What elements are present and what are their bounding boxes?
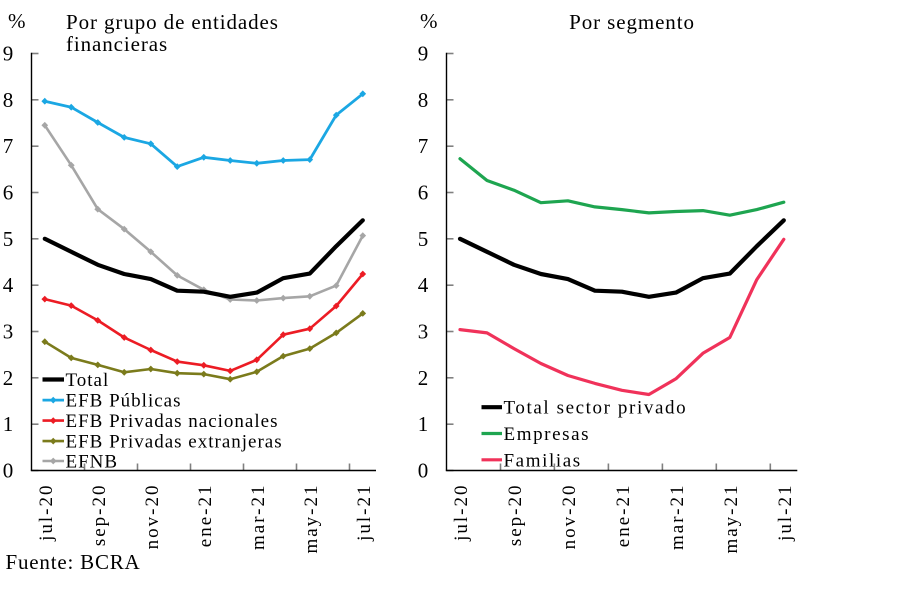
svg-text:1: 1 [3, 412, 14, 436]
svg-text:mar-21: mar-21 [248, 484, 269, 551]
svg-text:Total: Total [66, 370, 110, 391]
svg-text:7: 7 [418, 134, 429, 158]
svg-text:sep-20: sep-20 [505, 484, 526, 547]
svg-text:may-21: may-21 [301, 484, 322, 554]
svg-text:Por segmento: Por segmento [569, 10, 695, 34]
svg-text:4: 4 [3, 273, 14, 297]
svg-text:Empresas: Empresas [504, 424, 591, 445]
svg-text:EFB Privadas extranjeras: EFB Privadas extranjeras [66, 432, 283, 453]
svg-text:%: % [420, 9, 438, 33]
svg-text:2: 2 [3, 366, 14, 390]
svg-text:3: 3 [418, 320, 429, 344]
svg-text:9: 9 [418, 42, 429, 66]
svg-text:Por grupo de entidades: Por grupo de entidades [66, 10, 279, 34]
svg-text:8: 8 [418, 88, 429, 112]
svg-text:ene-21: ene-21 [613, 484, 634, 548]
svg-text:9: 9 [3, 42, 14, 66]
svg-text:7: 7 [3, 134, 14, 158]
svg-text:EFB Privadas nacionales: EFB Privadas nacionales [66, 411, 279, 432]
svg-text:%: % [8, 9, 26, 33]
svg-text:Total sector privado: Total sector privado [504, 398, 688, 419]
svg-text:EFB Públicas: EFB Públicas [66, 391, 182, 412]
svg-text:4: 4 [418, 273, 429, 297]
svg-text:5: 5 [3, 227, 14, 251]
svg-text:ene-21: ene-21 [195, 484, 216, 548]
svg-text:jul-21: jul-21 [775, 484, 796, 542]
svg-text:5: 5 [418, 227, 429, 251]
svg-text:nov-20: nov-20 [142, 484, 163, 550]
svg-text:may-21: may-21 [721, 484, 742, 554]
svg-text:mar-21: mar-21 [667, 484, 688, 551]
svg-text:Familias: Familias [504, 450, 582, 471]
svg-text:6: 6 [3, 181, 14, 205]
svg-text:jul-20: jul-20 [36, 484, 57, 542]
svg-text:2: 2 [418, 366, 429, 390]
svg-text:nov-20: nov-20 [559, 484, 580, 550]
svg-text:8: 8 [3, 88, 14, 112]
svg-text:1: 1 [418, 412, 429, 436]
svg-text:6: 6 [418, 181, 429, 205]
svg-text:financieras: financieras [66, 32, 168, 56]
svg-text:jul-20: jul-20 [451, 484, 472, 542]
svg-text:EFNB: EFNB [66, 452, 119, 473]
svg-text:jul-21: jul-21 [354, 484, 375, 542]
svg-text:0: 0 [418, 459, 429, 483]
svg-text:Fuente: BCRA: Fuente: BCRA [6, 550, 141, 574]
svg-text:3: 3 [3, 320, 14, 344]
svg-text:sep-20: sep-20 [89, 484, 110, 547]
svg-text:0: 0 [3, 459, 14, 483]
